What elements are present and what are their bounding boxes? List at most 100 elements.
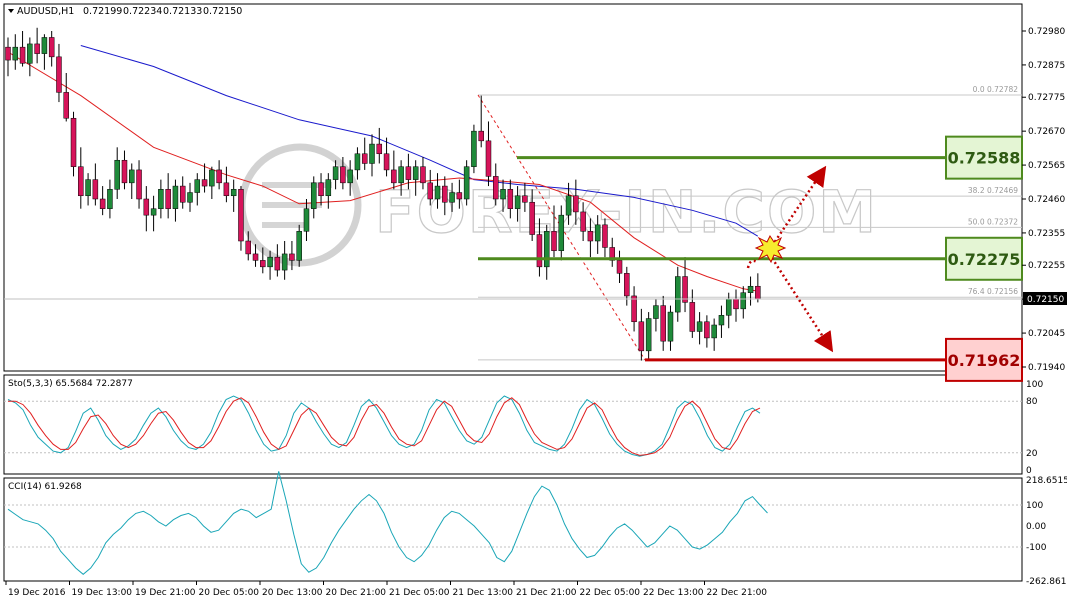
candle (405, 153, 412, 190)
candle-body (136, 169, 142, 200)
time-tick-label: 21 Dec 21:00 (516, 588, 577, 598)
candle-body (733, 298, 739, 310)
candle-body (653, 305, 659, 319)
candle-body (252, 253, 259, 261)
stochastic-pane (3, 374, 1023, 475)
candle-body (471, 130, 477, 167)
candle (354, 147, 361, 180)
pivot-level-box (945, 236, 1023, 281)
candle (391, 150, 397, 190)
pivot-level-label: 0.72275 (948, 250, 1021, 269)
candle (580, 202, 586, 241)
candle-body (34, 43, 40, 54)
candle (522, 182, 528, 212)
candle-body (573, 195, 579, 213)
price-tick-label: 0.72045 (1028, 329, 1065, 339)
candle-body (56, 56, 62, 93)
candle-body (485, 140, 492, 177)
candle-body (747, 285, 754, 293)
candle (121, 150, 128, 190)
cci-axis-label: -262.8618 (1026, 577, 1067, 587)
candle (529, 189, 535, 241)
candle (718, 305, 725, 338)
candle-body (216, 169, 222, 184)
candle (129, 163, 135, 199)
candle (340, 157, 346, 190)
candle-body (114, 159, 120, 190)
candle (136, 160, 142, 209)
stochastic-axis: 100 80 20 0 (1026, 380, 1043, 476)
candle (274, 244, 281, 277)
candle-body (289, 253, 295, 261)
stochastic-axis-label: 80 (1026, 397, 1038, 407)
time-tick-label: 19 Dec 2016 (8, 588, 66, 598)
candle (587, 218, 594, 258)
candle (653, 299, 659, 332)
candle (92, 163, 99, 206)
fibonacci-level-label: 50.0 0.72372 (968, 217, 1018, 226)
candle (216, 160, 222, 190)
candle-body (172, 185, 179, 209)
candle (150, 195, 157, 232)
candle-body (238, 189, 244, 242)
candle-body (376, 143, 383, 155)
candle-body (580, 211, 586, 232)
candle-body (391, 169, 397, 184)
slow-moving-average-line (80, 45, 759, 237)
current-price-label: 0.72150 (1027, 295, 1064, 305)
candle (260, 247, 266, 274)
candle-body (70, 117, 77, 167)
candle-body (369, 143, 375, 164)
support-level-label: 0.71962 (948, 351, 1021, 370)
candle (631, 286, 637, 332)
candle-body (740, 292, 747, 310)
support-resistance-levels: 0.72588 0.72275 0.71962 (478, 135, 1023, 382)
candle (48, 31, 55, 67)
candle (318, 173, 324, 206)
candle (12, 34, 19, 70)
candle-body (274, 256, 281, 271)
candle-body (616, 260, 623, 274)
candle-body (85, 179, 91, 197)
candle (689, 289, 696, 338)
time-tick-label: 21 Dec 05:00 (389, 588, 450, 598)
candle-body (587, 231, 594, 242)
candle-body (565, 195, 572, 216)
candle (252, 244, 259, 267)
time-tick-label: 22 Dec 21:00 (707, 588, 768, 598)
candle-body (675, 276, 681, 313)
candle (165, 173, 171, 219)
candle-body (303, 208, 310, 232)
candle-body (536, 234, 543, 268)
candle-body (689, 302, 696, 332)
candle-body (99, 198, 106, 209)
candle-body (27, 43, 33, 64)
stochastic-main-line (7, 395, 761, 457)
candle-body (449, 192, 455, 203)
candle-body (514, 195, 521, 209)
candlestick-series (5, 27, 761, 361)
price-axis: 0.72980 0.72875 0.72775 0.72670 0.72565 0.724… (1022, 27, 1065, 373)
candle-body (725, 298, 732, 316)
fast-moving-average-line (7, 51, 758, 292)
candle-body (412, 166, 419, 180)
support-level-box (945, 337, 1023, 382)
price-tick-label: 0.72460 (1028, 195, 1065, 205)
candle-body (602, 224, 608, 248)
candle (201, 163, 208, 193)
dropdown-triangle-icon[interactable] (8, 9, 14, 13)
candle-body (179, 185, 186, 203)
candle-body (420, 166, 426, 184)
candle (696, 312, 703, 345)
candle-body (522, 195, 528, 203)
candle-body (434, 185, 441, 200)
candle (289, 241, 295, 271)
candle (56, 43, 62, 103)
candle (514, 186, 521, 222)
candle (41, 34, 48, 70)
candle (667, 305, 674, 351)
candle-body (12, 46, 19, 61)
candle-body (194, 179, 201, 193)
candle-body (383, 153, 390, 171)
candle (70, 111, 77, 177)
